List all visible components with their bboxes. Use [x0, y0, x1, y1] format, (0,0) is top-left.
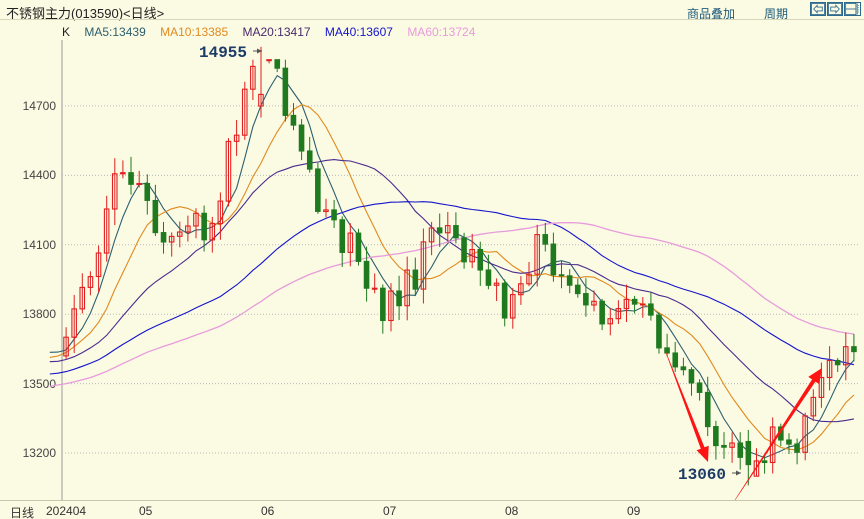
svg-text:14955: 14955	[199, 44, 247, 62]
svg-text:13060: 13060	[678, 466, 726, 484]
